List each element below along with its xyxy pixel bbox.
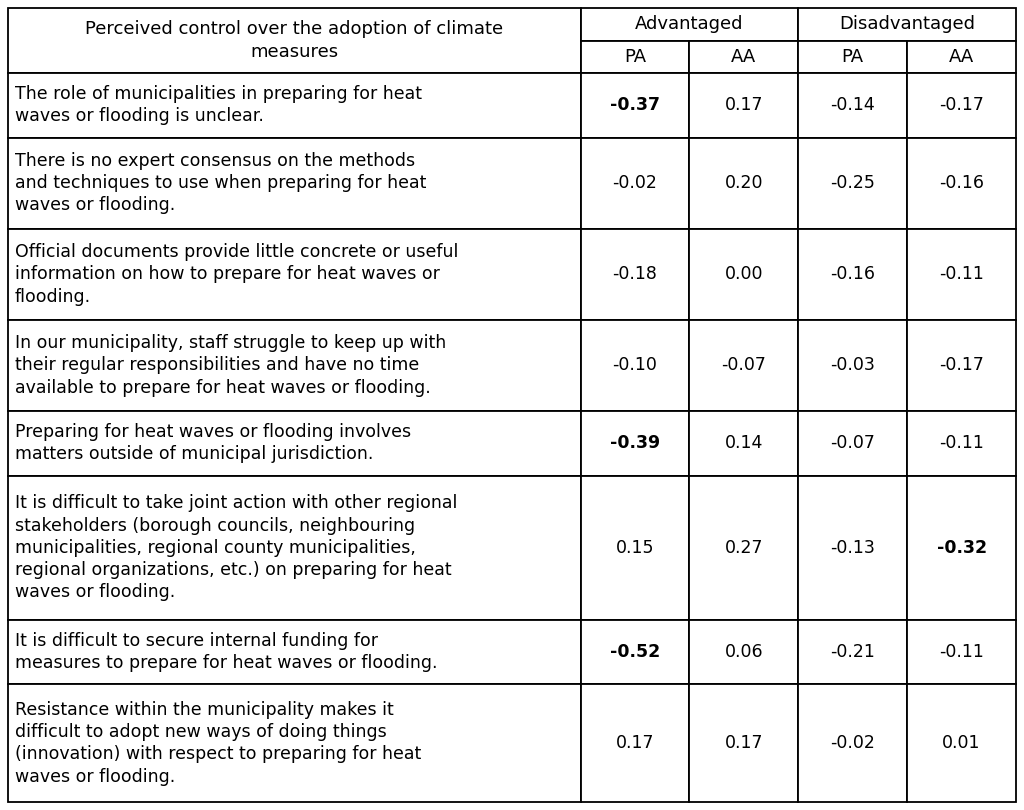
Bar	[8, 73, 581, 138]
Bar	[689, 73, 799, 138]
Text: 0.00: 0.00	[725, 266, 763, 284]
Text: 0.17: 0.17	[615, 734, 654, 752]
Text: -0.21: -0.21	[830, 643, 876, 661]
Text: In our municipality, staff struggle to keep up with
their regular responsibiliti: In our municipality, staff struggle to k…	[15, 335, 446, 397]
Text: 0.15: 0.15	[615, 539, 654, 556]
Bar	[8, 138, 581, 228]
Bar	[799, 8, 1016, 40]
Text: The role of municipalities in preparing for heat
waves or flooding is unclear.: The role of municipalities in preparing …	[15, 85, 422, 126]
Text: 0.01: 0.01	[942, 734, 981, 752]
Text: 0.27: 0.27	[725, 539, 763, 556]
Text: -0.17: -0.17	[939, 356, 984, 374]
Bar	[581, 620, 689, 684]
Text: Perceived control over the adoption of climate
measures: Perceived control over the adoption of c…	[85, 20, 504, 61]
Bar	[907, 684, 1016, 802]
Text: -0.02: -0.02	[612, 174, 657, 192]
Text: 0.17: 0.17	[725, 734, 763, 752]
Text: Resistance within the municipality makes it
difficult to adopt new ways of doing: Resistance within the municipality makes…	[15, 701, 421, 786]
Bar	[689, 411, 799, 475]
Bar	[689, 228, 799, 320]
Text: -0.02: -0.02	[830, 734, 876, 752]
Bar	[799, 475, 907, 620]
Bar	[581, 475, 689, 620]
Text: -0.18: -0.18	[612, 266, 657, 284]
Bar	[581, 411, 689, 475]
Text: AA: AA	[731, 48, 757, 66]
Text: 0.06: 0.06	[725, 643, 763, 661]
Bar	[689, 684, 799, 802]
Text: -0.16: -0.16	[830, 266, 876, 284]
Bar	[8, 475, 581, 620]
Bar	[581, 228, 689, 320]
Bar	[907, 620, 1016, 684]
Bar	[799, 40, 907, 73]
Bar	[8, 320, 581, 411]
Text: AA: AA	[949, 48, 974, 66]
Text: -0.03: -0.03	[830, 356, 876, 374]
Text: -0.07: -0.07	[830, 434, 876, 452]
Bar	[907, 138, 1016, 228]
Text: 0.17: 0.17	[725, 96, 763, 114]
Text: -0.10: -0.10	[612, 356, 657, 374]
Bar	[799, 411, 907, 475]
Bar	[689, 620, 799, 684]
Text: -0.32: -0.32	[937, 539, 987, 556]
Bar	[689, 138, 799, 228]
Text: -0.13: -0.13	[830, 539, 876, 556]
Bar	[907, 320, 1016, 411]
Bar	[907, 40, 1016, 73]
Bar	[8, 228, 581, 320]
Bar	[689, 320, 799, 411]
Bar	[799, 138, 907, 228]
Bar	[799, 684, 907, 802]
Text: 0.14: 0.14	[725, 434, 763, 452]
Bar	[581, 8, 799, 40]
Text: -0.11: -0.11	[939, 434, 984, 452]
Text: -0.16: -0.16	[939, 174, 984, 192]
Bar	[689, 40, 799, 73]
Text: -0.39: -0.39	[610, 434, 660, 452]
Bar	[581, 73, 689, 138]
Bar	[8, 8, 581, 73]
Text: Official documents provide little concrete or useful
information on how to prepa: Official documents provide little concre…	[15, 243, 459, 305]
Bar	[799, 320, 907, 411]
Bar	[907, 475, 1016, 620]
Bar	[8, 620, 581, 684]
Bar	[8, 411, 581, 475]
Bar	[581, 138, 689, 228]
Text: -0.17: -0.17	[939, 96, 984, 114]
Text: PA: PA	[624, 48, 646, 66]
Bar	[907, 411, 1016, 475]
Text: -0.07: -0.07	[721, 356, 766, 374]
Bar	[689, 475, 799, 620]
Bar	[581, 40, 689, 73]
Text: -0.11: -0.11	[939, 643, 984, 661]
Text: PA: PA	[842, 48, 864, 66]
Bar	[581, 320, 689, 411]
Text: -0.25: -0.25	[830, 174, 876, 192]
Bar	[799, 228, 907, 320]
Text: 0.20: 0.20	[725, 174, 763, 192]
Bar	[907, 228, 1016, 320]
Text: -0.37: -0.37	[610, 96, 660, 114]
Text: Preparing for heat waves or flooding involves
matters outside of municipal juris: Preparing for heat waves or flooding inv…	[15, 424, 411, 463]
Text: -0.52: -0.52	[610, 643, 660, 661]
Text: It is difficult to secure internal funding for
measures to prepare for heat wave: It is difficult to secure internal fundi…	[15, 632, 437, 672]
Bar	[907, 73, 1016, 138]
Text: Disadvantaged: Disadvantaged	[839, 15, 975, 33]
Text: Advantaged: Advantaged	[635, 15, 743, 33]
Text: It is difficult to take joint action with other regional
stakeholders (borough c: It is difficult to take joint action wit…	[15, 494, 458, 601]
Bar	[799, 73, 907, 138]
Text: -0.11: -0.11	[939, 266, 984, 284]
Bar	[8, 684, 581, 802]
Text: There is no expert consensus on the methods
and techniques to use when preparing: There is no expert consensus on the meth…	[15, 152, 426, 215]
Bar	[581, 684, 689, 802]
Bar	[799, 620, 907, 684]
Text: -0.14: -0.14	[830, 96, 876, 114]
